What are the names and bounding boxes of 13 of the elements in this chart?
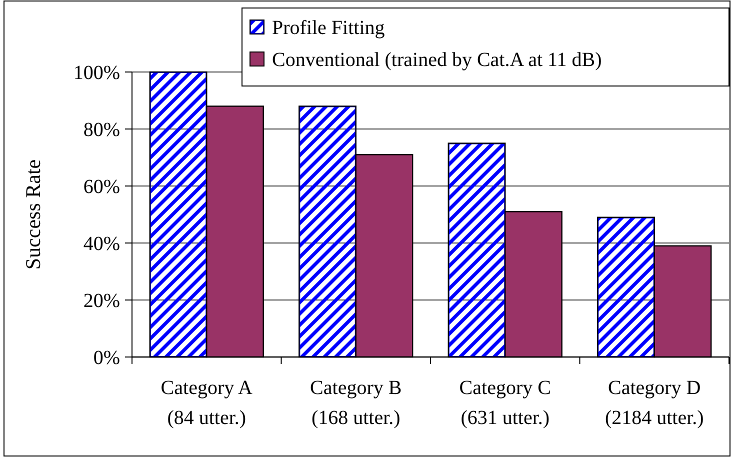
x-tick-label: Category C (631 utter.)	[459, 377, 551, 429]
x-tick-label: Category A (84 utter.)	[160, 377, 254, 429]
y-axis-title: Success Rate	[21, 159, 45, 270]
y-tick-label: 0%	[93, 347, 120, 369]
legend-label: Profile Fitting	[272, 17, 385, 39]
y-tick-label: 60%	[83, 176, 120, 198]
x-tick-label: Category D (2184 utter.)	[604, 377, 704, 429]
y-tick-label: 20%	[83, 290, 120, 312]
y-tick-label: 40%	[83, 233, 120, 255]
y-tick-label: 80%	[83, 119, 120, 141]
y-tick-label: 100%	[73, 62, 120, 84]
x-tick-label: Category B (168 utter.)	[310, 377, 402, 429]
legend-label: Conventional (trained by Cat.A at 11 dB)	[272, 49, 602, 71]
